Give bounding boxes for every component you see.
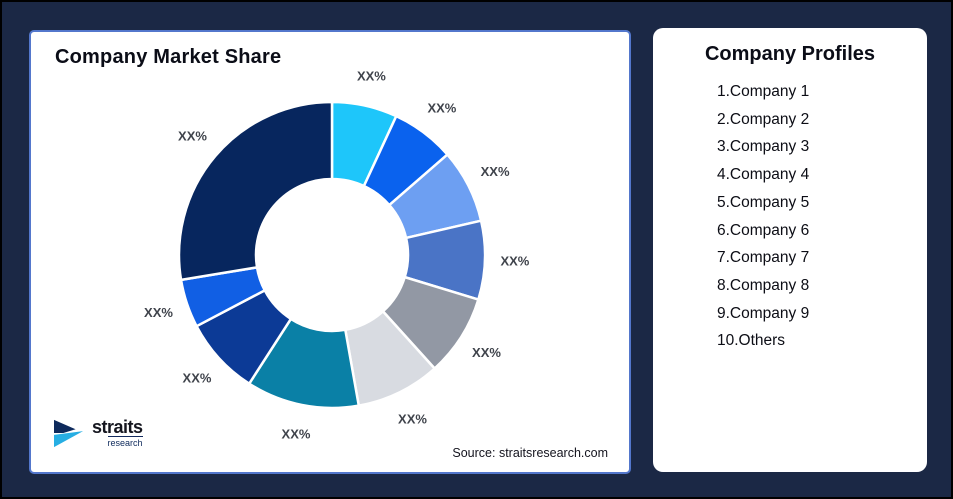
straits-research-logo: straits research (52, 418, 143, 448)
straits-logo-name: straits (92, 417, 143, 437)
company-list-item: 8.Company 8 (717, 276, 810, 294)
donut-segment-label: XX% (500, 253, 529, 268)
source-attribution: Source: straitsresearch.com (452, 446, 608, 460)
straits-logo-icon (54, 419, 84, 448)
company-list-item: 3.Company 3 (717, 138, 810, 156)
chart-title: Company Market Share (55, 46, 282, 68)
company-list-item: 9.Company 9 (717, 304, 810, 322)
donut-segment-label: XX% (357, 68, 386, 83)
company-profiles-card: Company Profiles 1.Company 1 2.Company 2… (653, 28, 927, 472)
company-list: 1.Company 1 2.Company 2 3.Company 3 4.Co… (717, 78, 809, 355)
straits-logo-subtitle: research (107, 436, 143, 448)
donut-segment-label: XX% (282, 426, 311, 441)
company-list-item: 10.Others (717, 332, 786, 350)
donut-segment-label: XX% (472, 345, 501, 360)
straits-logo-text: straits research (92, 418, 143, 448)
donut-segment (177, 100, 334, 282)
company-list-item: 6.Company 6 (717, 221, 810, 239)
company-list-item: 1.Company 1 (717, 83, 810, 100)
donut-segment-label: XX% (398, 411, 427, 426)
donut-segment-label: XX% (481, 164, 510, 179)
donut-chart: XX% XX% XX% XX% XX% XX% XX% XX% XX% XX% (144, 68, 530, 441)
donut-segment-label: XX% (427, 101, 456, 116)
company-list-item: 5.Company 5 (717, 193, 810, 211)
company-list-item: 2.Company 2 (717, 110, 810, 128)
donut-segment-label: XX% (144, 305, 173, 320)
donut-segment-label: XX% (183, 371, 212, 386)
profiles-title: Company Profiles (704, 43, 876, 65)
company-list-item: 7.Company 7 (717, 249, 810, 267)
market-share-card: Company Market Share XX% XX% XX% XX% XX% XX% X… (29, 30, 631, 474)
company-list-item: 4.Company 4 (717, 166, 810, 184)
donut-segment-label: XX% (178, 129, 207, 144)
